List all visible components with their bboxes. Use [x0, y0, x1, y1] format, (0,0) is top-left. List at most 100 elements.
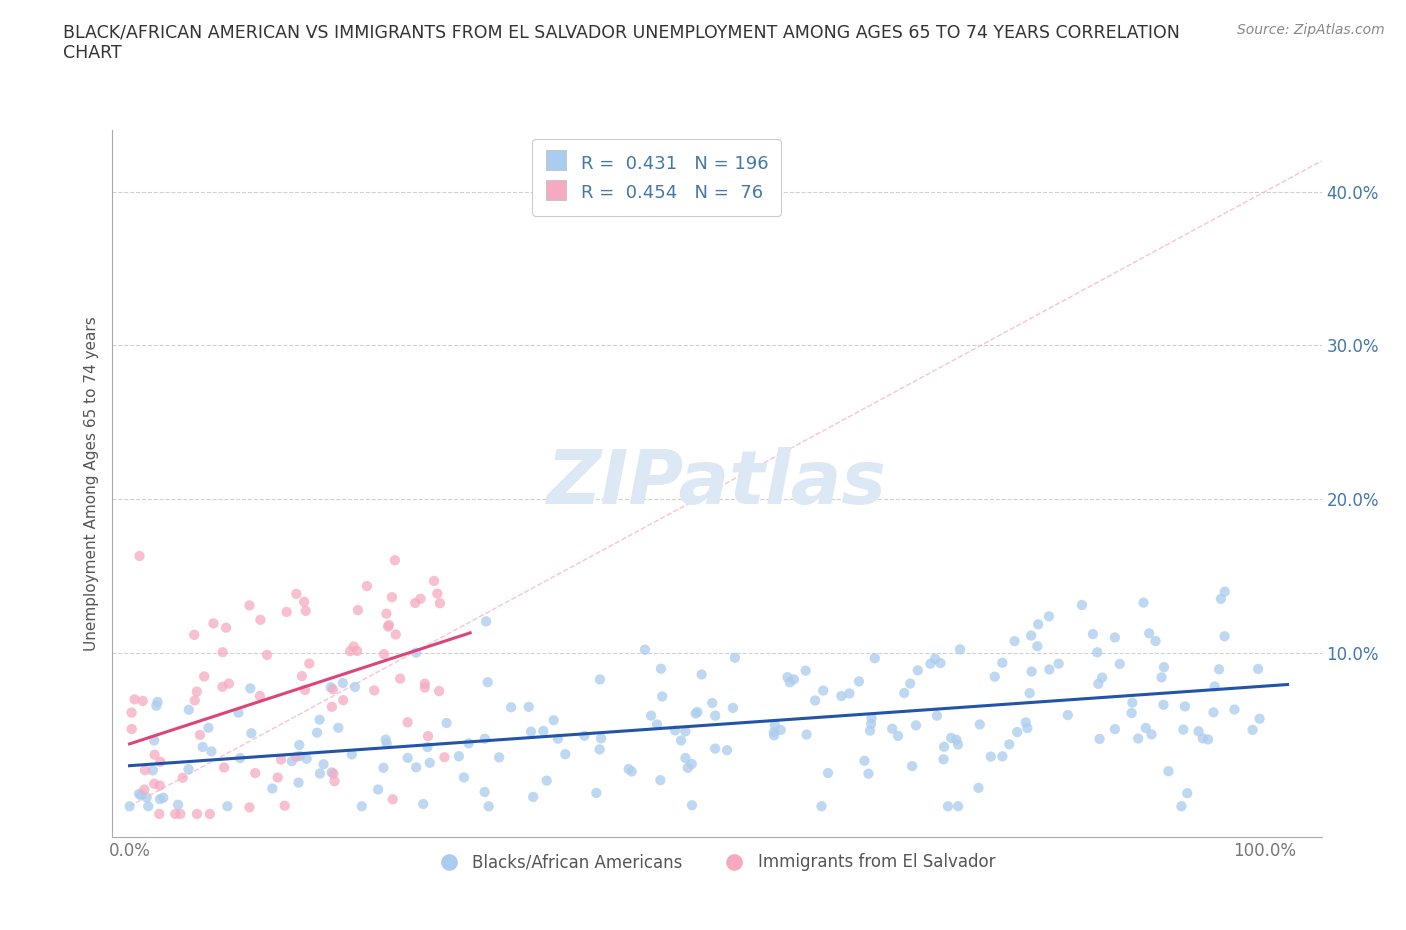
Legend: Blacks/African Americans, Immigrants from El Salvador: Blacks/African Americans, Immigrants fro…	[432, 847, 1002, 878]
Point	[128, 549, 150, 564]
Point	[332, 693, 354, 708]
Point	[416, 728, 439, 743]
Point	[1081, 627, 1104, 642]
Point	[967, 780, 990, 795]
Point	[1128, 731, 1150, 746]
Point	[346, 644, 368, 658]
Point	[779, 675, 801, 690]
Point	[704, 741, 727, 756]
Point	[453, 770, 475, 785]
Point	[589, 672, 612, 687]
Point	[323, 774, 346, 789]
Point	[240, 725, 263, 740]
Point	[1108, 657, 1130, 671]
Point	[1056, 708, 1078, 723]
Point	[413, 680, 436, 695]
Point	[776, 670, 799, 684]
Point	[129, 788, 152, 803]
Point	[149, 791, 172, 806]
Point	[172, 770, 194, 785]
Point	[447, 749, 470, 764]
Y-axis label: Unemployment Among Ages 65 to 74 years: Unemployment Among Ages 65 to 74 years	[83, 316, 98, 651]
Point	[1132, 595, 1154, 610]
Point	[686, 705, 709, 720]
Point	[1241, 723, 1264, 737]
Point	[347, 603, 370, 618]
Point	[1140, 727, 1163, 742]
Point	[499, 700, 522, 715]
Point	[135, 790, 157, 804]
Point	[673, 751, 696, 765]
Point	[1018, 685, 1040, 700]
Point	[419, 755, 441, 770]
Point	[288, 737, 311, 752]
Point	[1121, 696, 1143, 711]
Point	[932, 751, 955, 766]
Point	[363, 683, 385, 698]
Point	[405, 760, 427, 775]
Point	[228, 705, 250, 720]
Point	[202, 616, 225, 631]
Point	[149, 754, 172, 769]
Point	[848, 674, 870, 689]
Point	[893, 685, 915, 700]
Point	[332, 675, 354, 690]
Point	[640, 709, 662, 724]
Point	[149, 778, 172, 793]
Point	[143, 733, 166, 748]
Point	[409, 591, 432, 606]
Point	[197, 721, 219, 736]
Point	[1247, 661, 1270, 676]
Point	[143, 748, 166, 763]
Point	[229, 751, 252, 765]
Point	[270, 752, 292, 767]
Point	[1192, 731, 1215, 746]
Point	[145, 698, 167, 713]
Point	[664, 723, 686, 737]
Point	[309, 766, 332, 781]
Point	[838, 686, 860, 701]
Point	[478, 799, 501, 814]
Point	[702, 696, 724, 711]
Point	[681, 756, 703, 771]
Point	[882, 722, 904, 737]
Point	[704, 708, 727, 723]
Point	[350, 799, 373, 814]
Point	[396, 751, 419, 765]
Point	[193, 669, 215, 684]
Point	[143, 777, 166, 791]
Point	[617, 762, 640, 777]
Point	[148, 806, 170, 821]
Point	[273, 798, 295, 813]
Point	[1187, 724, 1209, 738]
Point	[1213, 584, 1236, 599]
Point	[474, 785, 496, 800]
Point	[763, 728, 786, 743]
Point	[256, 647, 278, 662]
Point	[356, 578, 378, 593]
Point	[763, 718, 786, 733]
Point	[1015, 715, 1038, 730]
Point	[343, 639, 366, 654]
Point	[1173, 723, 1195, 737]
Point	[1104, 630, 1126, 644]
Point	[543, 712, 565, 727]
Point	[681, 798, 703, 813]
Point	[858, 766, 880, 781]
Point	[373, 646, 395, 661]
Point	[312, 757, 335, 772]
Point	[307, 725, 329, 740]
Point	[328, 721, 350, 736]
Point	[522, 790, 544, 804]
Point	[177, 702, 200, 717]
Point	[1153, 698, 1175, 712]
Point	[405, 645, 427, 660]
Point	[1071, 598, 1094, 613]
Text: ZIPatlas: ZIPatlas	[547, 447, 887, 520]
Point	[1208, 662, 1230, 677]
Point	[945, 732, 967, 747]
Point	[384, 552, 406, 567]
Point	[554, 747, 576, 762]
Point	[859, 724, 882, 738]
Point	[860, 711, 883, 725]
